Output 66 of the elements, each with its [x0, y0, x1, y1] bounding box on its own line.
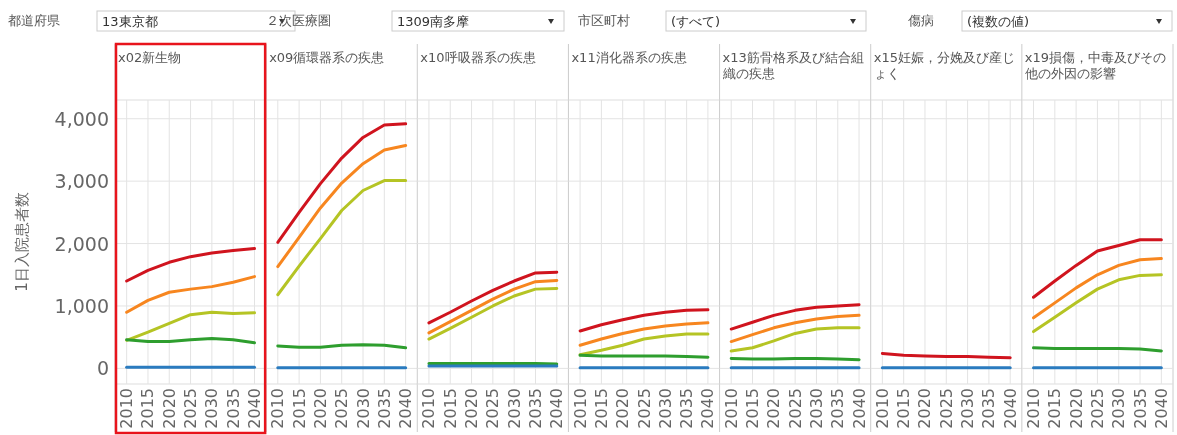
x-tick-label: 2040 — [547, 388, 567, 429]
x-tick-label: 2035 — [374, 388, 394, 429]
chart-title: x10呼吸器系の疾患 — [420, 50, 536, 65]
x-tick-label: 2035 — [223, 388, 243, 429]
x-tick-label: 2040 — [1151, 388, 1171, 429]
y-tick-label: 3,000 — [54, 170, 109, 193]
x-tick-label: 2020 — [915, 388, 935, 429]
y-tick-label: 4,000 — [54, 107, 109, 130]
x-tick-label: 2020 — [310, 388, 330, 429]
x-tick-label: 2030 — [504, 388, 524, 429]
x-tick-label: 2025 — [634, 388, 654, 429]
x-tick-label: 2040 — [698, 388, 718, 429]
x-tick-label: 2035 — [979, 388, 999, 429]
x-tick-label: 2010 — [721, 388, 741, 429]
x-tick-label: 2025 — [936, 388, 956, 429]
x-tick-label: 2030 — [202, 388, 222, 429]
x-tick-label: 2025 — [181, 388, 201, 429]
x-tick-label: 2015 — [289, 388, 309, 429]
x-tick-label: 2010 — [1024, 388, 1044, 429]
x-tick-label: 2015 — [743, 388, 763, 429]
chart-title: x11消化器系の疾患 — [571, 50, 687, 65]
x-tick-label: 2025 — [332, 388, 352, 429]
filter-bar: 都道府県 13東京都 ２次医療圏 1309南多摩 市区町村 (すべて) 傷病 (複数の値) — [8, 10, 1173, 32]
x-tick-label: 2030 — [1109, 388, 1129, 429]
x-tick-label: 2020 — [764, 388, 784, 429]
x-tick-label: 2010 — [419, 388, 439, 429]
x-tick-label: 2025 — [1087, 388, 1107, 429]
x-tick-label: 2030 — [655, 388, 675, 429]
chart-title: x15妊娠，分娩及び産じょく — [873, 50, 1015, 81]
x-tick-label: 2030 — [806, 388, 826, 429]
line-series — [125, 310, 256, 342]
x-tick-label: 2035 — [828, 388, 848, 429]
x-tick-label: 2025 — [483, 388, 503, 429]
x-tick-label: 2010 — [117, 388, 137, 429]
x-tick-label: 2020 — [613, 388, 633, 429]
y-tick-label: 2,000 — [54, 232, 109, 255]
y-tick-label: 0 — [96, 357, 109, 380]
x-tick-label: 2035 — [525, 388, 545, 429]
chart-title: x09循環器系の疾患 — [269, 50, 385, 65]
x-tick-label: 2010 — [570, 388, 590, 429]
x-tick-label: 2010 — [268, 388, 288, 429]
line-series — [125, 275, 256, 314]
x-tick-label: 2035 — [677, 388, 697, 429]
x-tick-label: 2015 — [591, 388, 611, 429]
x-tick-label: 2020 — [462, 388, 482, 429]
chart-title: x19損傷，中毒及びその他の外因の影響 — [1024, 50, 1167, 81]
x-tick-label: 2015 — [440, 388, 460, 429]
x-tick-label: 2040 — [849, 388, 869, 429]
x-tick-label: 2040 — [1000, 388, 1020, 429]
x-tick-label: 2020 — [159, 388, 179, 429]
x-tick-label: 2015 — [138, 388, 158, 429]
x-tick-label: 2035 — [1130, 388, 1150, 429]
y-axis-title: 1日入院患者数 — [13, 192, 31, 292]
line-series — [125, 247, 256, 283]
x-tick-label: 2040 — [244, 388, 264, 429]
chart-title: x02新生物 — [118, 50, 182, 65]
x-tick-label: 2020 — [1066, 388, 1086, 429]
x-tick-label: 2040 — [396, 388, 416, 429]
y-tick-label: 1,000 — [54, 294, 109, 317]
x-tick-label: 2030 — [353, 388, 373, 429]
x-tick-label: 2010 — [872, 388, 892, 429]
x-tick-label: 2030 — [958, 388, 978, 429]
x-tick-label: 2015 — [1045, 388, 1065, 429]
x-tick-label: 2025 — [785, 388, 805, 429]
x-tick-label: 2015 — [894, 388, 914, 429]
chart-title: x13筋骨格系及び結合組織の疾患 — [721, 50, 864, 81]
